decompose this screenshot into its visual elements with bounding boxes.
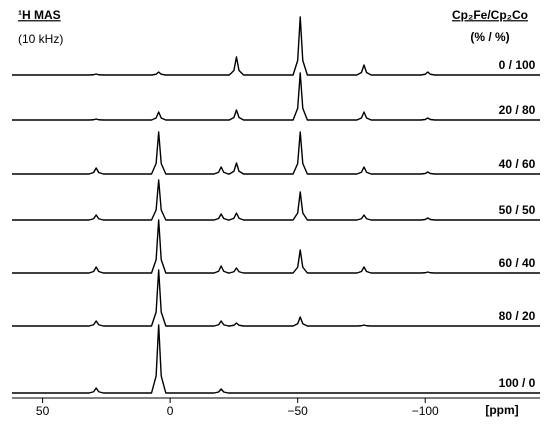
legend-subtitle: (% / %) xyxy=(470,30,509,44)
series-label: 0 / 100 xyxy=(499,58,536,72)
legend-title: Cp₂Fe/Cp₂Co xyxy=(452,8,528,22)
spectrum-line xyxy=(12,219,540,274)
series-label: 50 / 50 xyxy=(499,203,536,217)
series-label: 100 / 0 xyxy=(499,376,536,390)
series-label: 40 / 60 xyxy=(499,157,536,171)
spectrum-line xyxy=(12,179,540,221)
spectrum-line xyxy=(12,269,540,327)
spectrum-line xyxy=(12,131,540,175)
spectrum-line xyxy=(12,72,540,121)
x-axis-label: [ppm] xyxy=(485,403,518,417)
series-label: 20 / 80 xyxy=(499,103,536,117)
series-label: 80 / 20 xyxy=(499,309,536,323)
chart-subtitle: (10 kHz) xyxy=(18,32,63,46)
x-tick-label: −50 xyxy=(288,404,309,418)
x-tick-label: 50 xyxy=(36,404,50,418)
x-tick-label: −100 xyxy=(412,404,439,418)
series-label: 60 / 40 xyxy=(499,256,536,270)
chart-title: ¹H MAS xyxy=(18,8,61,22)
spectrum-line xyxy=(12,16,540,76)
spectrum-line xyxy=(12,324,540,394)
x-tick-label: 0 xyxy=(167,404,174,418)
